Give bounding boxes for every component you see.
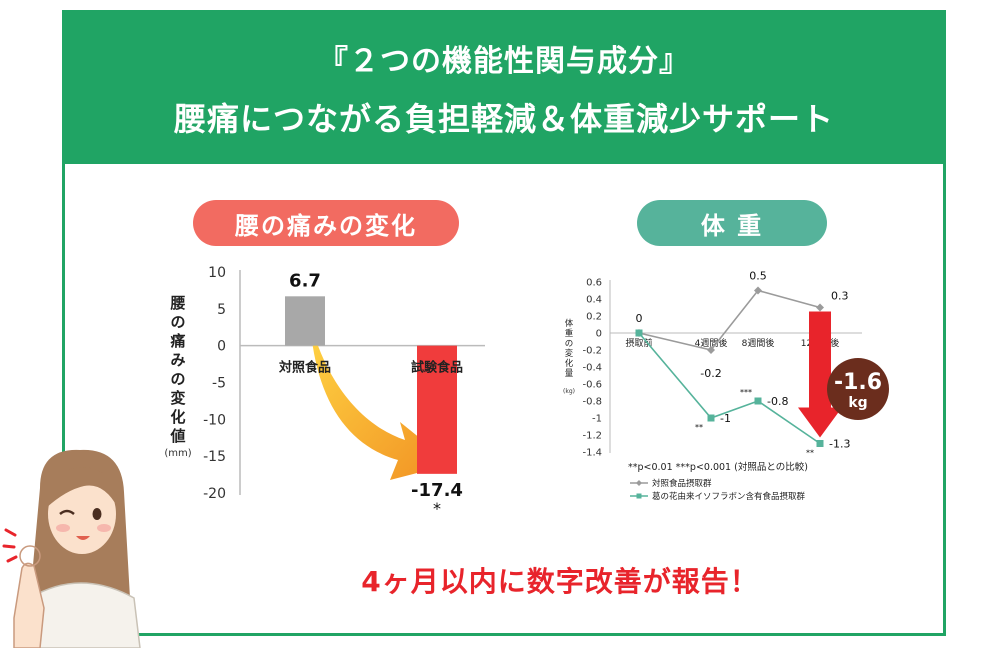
pain-significance: *: [433, 499, 441, 518]
pain-y-label-char: 値: [169, 427, 185, 445]
weight-y-tick: 0.2: [586, 312, 602, 323]
weight-point: [754, 397, 762, 405]
weight-value-label: -1: [720, 412, 731, 425]
weight-value-label: -1.3: [829, 438, 850, 451]
weight-point: [635, 329, 643, 337]
pain-y-label-char: の: [170, 313, 185, 331]
weight-y-tick: -1.2: [582, 431, 602, 442]
weight-y-label-char: 重: [565, 328, 574, 339]
weight-point: [707, 414, 715, 422]
weight-y-tick: -0.8: [582, 397, 602, 408]
pain-y-tick: -20: [203, 486, 226, 502]
improvement-arrow: [310, 320, 452, 480]
weight-value-label: -0.8: [767, 395, 788, 408]
weight-y-tick: -1: [592, 414, 602, 425]
weight-y-label-char: 量: [565, 369, 574, 379]
weight-point: [754, 286, 762, 295]
weight-chart-title: 体 重: [637, 200, 827, 246]
pain-y-axis-unit: (mm): [164, 448, 191, 459]
ok-hand: [13, 545, 45, 648]
mouth: [76, 536, 90, 540]
cheek: [56, 524, 70, 532]
weight-y-tick: -0.6: [582, 380, 602, 391]
pain-value-label: -17.4: [411, 480, 463, 501]
weight-y-label-char: 変: [565, 348, 574, 359]
weight-series-line: [638, 289, 821, 351]
weight-significance: **: [806, 449, 814, 458]
pain-category-label: 対照食品: [278, 360, 331, 376]
weight-y-tick: -0.4: [582, 363, 602, 374]
pain-y-tick: -5: [212, 376, 226, 392]
significance-footnote: **p<0.01 ***p<0.001 (対照品との比較): [628, 461, 808, 473]
legend-label: 対照食品摂取群: [652, 478, 712, 489]
cheek: [97, 524, 111, 532]
weight-y-tick: 0.4: [586, 295, 602, 306]
pain-bar: [417, 345, 457, 474]
pain-value-label: 6.7: [289, 270, 321, 291]
weight-y-tick: 0: [596, 329, 602, 340]
badge-unit: kg: [848, 395, 867, 411]
pain-y-label-char: 変: [170, 389, 185, 407]
weight-y-tick: -0.2: [582, 346, 602, 357]
weight-value-label: 0.3: [831, 290, 849, 303]
pain-y-tick: 0: [217, 339, 226, 355]
header-line1: 『２つの機能性関与成分』: [318, 44, 690, 79]
pain-y-label-char: 痛: [169, 332, 185, 350]
weight-point: [816, 440, 824, 447]
weight-value-label: 0: [636, 312, 643, 325]
face: [48, 474, 116, 554]
bangs: [46, 467, 118, 508]
header-banner: 『２つの機能性関与成分』 腰痛につながる負担軽減＆体重減少サポート: [62, 10, 946, 164]
weight-loss-badge: -1.6 kg: [827, 358, 889, 420]
pain-y-label-char: 化: [170, 408, 185, 426]
pain-y-tick: -10: [203, 412, 226, 428]
pain-bar: [285, 296, 325, 346]
weight-point: [707, 346, 715, 354]
weight-y-tick: 0.6: [586, 278, 602, 289]
weight-y-label-char: 体: [565, 318, 574, 329]
weight-value-label: 0.5: [749, 270, 767, 283]
pain-y-label-char: み: [170, 351, 185, 369]
pain-y-label-char: 腰: [169, 294, 185, 312]
weight-series-line: [638, 332, 821, 445]
header-line2: 腰痛につながる負担軽減＆体重減少サポート: [173, 100, 834, 138]
legend-label: 葛の花由来イソフラボン含有食品摂取群: [652, 491, 806, 502]
pain-y-tick: 5: [217, 302, 226, 318]
pain-y-label-char: の: [170, 370, 185, 388]
woman-illustration: [2, 449, 141, 648]
pain-chart-title: 腰の痛みの変化: [193, 200, 459, 246]
weight-y-label-char: 化: [565, 358, 574, 369]
sweater: [23, 582, 141, 648]
weight-y-tick: -1.4: [582, 448, 602, 459]
pain-y-tick: 10: [208, 265, 226, 281]
legend-swatch-marker: [636, 493, 642, 499]
weight-y-axis-unit: (kg): [563, 388, 575, 395]
legend-swatch-marker: [636, 480, 642, 486]
result-message: 4ヶ月以内に数字改善が報告！: [361, 565, 759, 598]
badge-value: -1.6: [834, 370, 882, 395]
weight-significance: **: [695, 423, 703, 432]
sparkle-lines: [2, 528, 18, 563]
pain-category-label: 試験食品: [411, 360, 463, 376]
weight-value-label: -0.2: [700, 367, 721, 380]
pain-y-tick: -15: [203, 449, 226, 465]
weight-point: [816, 303, 824, 312]
weight-y-label-char: の: [565, 339, 574, 349]
open-eye: [92, 508, 102, 520]
weight-down-arrow: [798, 311, 842, 438]
weight-category-label: 8週間後: [742, 337, 775, 349]
weight-significance: ***: [740, 388, 752, 397]
closed-eye: [59, 509, 75, 515]
